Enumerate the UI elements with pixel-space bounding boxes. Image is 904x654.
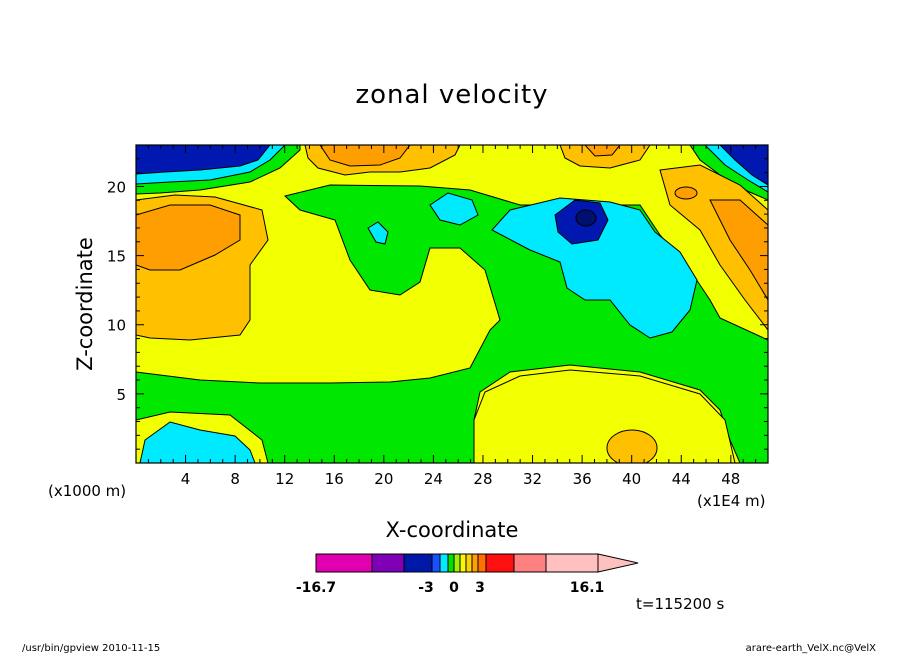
colorbar-max-label: 16.1 [570,580,605,596]
region-top-blue [136,145,271,175]
colorbar-tick-label: -3 [418,580,434,596]
region-cyan-big [491,197,698,339]
colorbar-swatch [453,553,461,573]
time-label: t=115200 s [636,595,724,613]
colorbar-swatch [459,553,467,573]
colorbar-swatch [465,553,473,573]
region-top-darkorange-1 [319,145,411,167]
y-tick-label: 10 [107,317,126,335]
colorbar [315,553,639,573]
region-right-darkorange [709,199,768,301]
colorbar-swatch [431,553,441,573]
region-bottom-orange [606,429,658,463]
x-unit-right: (x1E4 m) [697,492,766,510]
x-tick-label: 8 [230,470,240,488]
y-axis: 5 10 15 20 [107,158,768,450]
region-bottom-left-cyan [139,421,256,463]
colorbar-ticks: -3 0 3 [418,580,485,596]
x-tick-label: 24 [424,470,443,488]
colorbar-swatch [439,553,449,573]
colorbar-swatch [315,553,373,573]
region-top-right-blue [719,145,768,186]
colorbar-swatch [403,553,433,573]
region-left-darkorange [136,204,241,271]
y-tick-label: 15 [107,248,126,266]
x-axis-label: X-coordinate [386,518,519,542]
region-darkblue-core [575,209,597,227]
x-tick-label: 44 [672,470,691,488]
x-axis: 4 8 12 16 20 24 28 32 36 40 44 48 [147,145,757,488]
footer-left: /usr/bin/gpview 2010-11-15 [22,643,160,654]
colorbar-swatch [513,553,547,573]
x-tick-label: 28 [473,470,492,488]
colorbar-swatch [471,553,479,573]
footer-right: arare-earth_VelX.nc@VelX [746,643,877,654]
y-tick-label: 20 [107,178,126,196]
contour-plot [136,145,768,463]
x-tick-label: 36 [573,470,592,488]
x-unit-left: (x1000 m) [48,482,126,500]
region-cyan-tiny [367,221,389,245]
region-bottom-yellow [473,369,736,463]
colorbar-tick-label: 3 [475,580,485,596]
plot-frame [135,144,769,464]
x-tick-label: 48 [721,470,740,488]
colorbar-min-label: -16.7 [296,580,336,596]
x-tick-label: 20 [374,470,393,488]
colorbar-swatch [371,553,405,573]
y-axis-label: Z-coordinate [73,237,97,371]
colorbar-swatch [447,553,455,573]
y-tick-label: 5 [116,386,126,404]
region-small-orange [674,186,698,200]
x-tick-label: 4 [181,470,191,488]
x-tick-label: 16 [325,470,344,488]
colorbar-swatch [477,553,487,573]
colorbar-arrow [597,553,639,573]
x-tick-label: 12 [275,470,294,488]
chart-title: zonal velocity [355,80,548,110]
region-cyan-small [429,192,479,226]
x-tick-label: 32 [523,470,542,488]
colorbar-swatch [485,553,515,573]
colorbar-swatch [545,553,599,573]
colorbar-tick-label: 0 [449,580,459,596]
region-top-darkorange-2 [584,145,621,157]
x-tick-label: 40 [622,470,641,488]
